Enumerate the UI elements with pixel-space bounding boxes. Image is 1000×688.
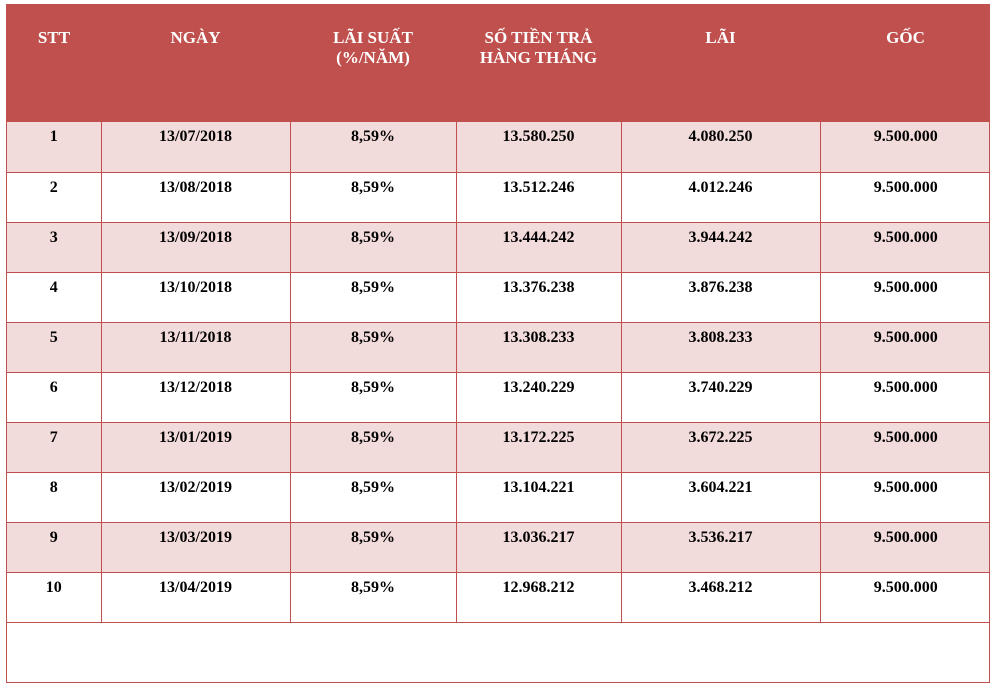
cell-monthly-payment: 12.968.212 — [456, 572, 622, 623]
header-text-line: LÃI SUẤT — [333, 28, 413, 47]
cell-monthly-payment: 13.104.221 — [456, 472, 622, 523]
table-row: 2 13/08/2018 8,59% 13.512.246 4.012.246 9.500… — [7, 172, 989, 223]
cell-date: 13/04/2019 — [101, 572, 291, 623]
cell-principal: 9.500.000 — [820, 422, 989, 473]
cell-monthly-payment: 13.240.229 — [456, 372, 622, 423]
header-principal: GỐC — [820, 5, 989, 122]
cell-date: 13/07/2018 — [101, 122, 291, 173]
cell-stt: 5 — [7, 322, 102, 373]
table-body: 1 13/07/2018 8,59% 13.580.250 4.080.250 9.500… — [7, 122, 989, 623]
header-text-line: LÃI — [705, 28, 736, 47]
header-date: NGÀY — [101, 5, 290, 122]
cell-principal: 9.500.000 — [820, 172, 989, 223]
cell-date: 13/02/2019 — [101, 472, 291, 523]
cell-date: 13/03/2019 — [101, 522, 291, 573]
loan-schedule-table: STT NGÀY LÃI SUẤT (%/NĂM) SỐ TIỀN TRẢ HÀNG TH… — [7, 5, 989, 623]
loan-schedule-table-wrapper: STT NGÀY LÃI SUẤT (%/NĂM) SỐ TIỀN TRẢ HÀNG TH… — [6, 4, 990, 683]
cell-rate: 8,59% — [290, 222, 457, 273]
cell-stt: 8 — [7, 472, 102, 523]
cell-monthly-payment: 13.376.238 — [456, 272, 622, 323]
cell-interest: 3.468.212 — [621, 572, 821, 623]
cell-principal: 9.500.000 — [820, 122, 989, 173]
cell-stt: 3 — [7, 222, 102, 273]
cell-interest: 3.536.217 — [621, 522, 821, 573]
cell-date: 13/08/2018 — [101, 172, 291, 223]
cell-interest: 4.080.250 — [621, 122, 821, 173]
table-row: 6 13/12/2018 8,59% 13.240.229 3.740.229 9.500… — [7, 372, 989, 423]
cell-principal: 9.500.000 — [820, 522, 989, 573]
cell-rate: 8,59% — [290, 372, 457, 423]
cell-interest: 3.604.221 — [621, 472, 821, 523]
cell-monthly-payment: 13.308.233 — [456, 322, 622, 373]
header-text-line: HÀNG THÁNG — [479, 48, 598, 67]
table-row: 1 13/07/2018 8,59% 13.580.250 4.080.250 9.500… — [7, 122, 989, 173]
header-text-line: GỐC — [886, 28, 925, 47]
cell-stt: 6 — [7, 372, 102, 423]
table-row: 5 13/11/2018 8,59% 13.308.233 3.808.233 9.500… — [7, 322, 989, 373]
cell-rate: 8,59% — [290, 322, 457, 373]
cell-stt: 2 — [7, 172, 102, 223]
cell-stt: 7 — [7, 422, 102, 473]
cell-stt: 4 — [7, 272, 102, 323]
cell-rate: 8,59% — [290, 172, 457, 223]
cell-principal: 9.500.000 — [820, 472, 989, 523]
header-rate: LÃI SUẤT (%/NĂM) — [290, 5, 456, 122]
header-row: STT NGÀY LÃI SUẤT (%/NĂM) SỐ TIỀN TRẢ HÀNG TH… — [7, 5, 989, 122]
table-row: 4 13/10/2018 8,59% 13.376.238 3.876.238 9.500… — [7, 272, 989, 323]
table-row: 9 13/03/2019 8,59% 13.036.217 3.536.217 9.500… — [7, 522, 989, 573]
cell-monthly-payment: 13.036.217 — [456, 522, 622, 573]
table-row: 10 13/04/2019 8,59% 12.968.212 3.468.212 9.50… — [7, 572, 989, 623]
cell-principal: 9.500.000 — [820, 322, 989, 373]
cell-stt: 1 — [7, 122, 102, 173]
cell-monthly-payment: 13.444.242 — [456, 222, 622, 273]
table-row: 8 13/02/2019 8,59% 13.104.221 3.604.221 9.500… — [7, 472, 989, 523]
cell-interest: 3.944.242 — [621, 222, 821, 273]
cell-date: 13/01/2019 — [101, 422, 291, 473]
header-interest: LÃI — [621, 5, 820, 122]
cell-principal: 9.500.000 — [820, 272, 989, 323]
cell-rate: 8,59% — [290, 572, 457, 623]
header-monthly-payment: SỐ TIỀN TRẢ HÀNG THÁNG — [456, 5, 621, 122]
cell-date: 13/11/2018 — [101, 322, 291, 373]
cell-interest: 3.876.238 — [621, 272, 821, 323]
cell-interest: 4.012.246 — [621, 172, 821, 223]
cell-principal: 9.500.000 — [820, 572, 989, 623]
cell-rate: 8,59% — [290, 272, 457, 323]
cell-date: 13/12/2018 — [101, 372, 291, 423]
cell-date: 13/09/2018 — [101, 222, 291, 273]
table-row: 7 13/01/2019 8,59% 13.172.225 3.672.225 9.500… — [7, 422, 989, 473]
cell-monthly-payment: 13.172.225 — [456, 422, 622, 473]
header-text-line: STT — [37, 28, 71, 47]
cell-interest: 3.808.233 — [621, 322, 821, 373]
cell-date: 13/10/2018 — [101, 272, 291, 323]
table-row: 3 13/09/2018 8,59% 13.444.242 3.944.242 9.500… — [7, 222, 989, 273]
cell-rate: 8,59% — [290, 122, 457, 173]
table-header: STT NGÀY LÃI SUẤT (%/NĂM) SỐ TIỀN TRẢ HÀNG TH… — [7, 5, 989, 122]
cell-monthly-payment: 13.512.246 — [456, 172, 622, 223]
cell-rate: 8,59% — [290, 522, 457, 573]
cell-rate: 8,59% — [290, 422, 457, 473]
header-stt: STT — [7, 5, 101, 122]
cell-principal: 9.500.000 — [820, 372, 989, 423]
cell-stt: 9 — [7, 522, 102, 573]
cell-monthly-payment: 13.580.250 — [456, 122, 622, 173]
header-text-line: (%/NĂM) — [336, 48, 410, 67]
cell-principal: 9.500.000 — [820, 222, 989, 273]
cell-stt: 10 — [7, 572, 102, 623]
cell-rate: 8,59% — [290, 472, 457, 523]
header-text-line: SỐ TIỀN TRẢ — [484, 28, 593, 47]
header-text-line: NGÀY — [170, 28, 221, 47]
cell-interest: 3.672.225 — [621, 422, 821, 473]
cell-interest: 3.740.229 — [621, 372, 821, 423]
